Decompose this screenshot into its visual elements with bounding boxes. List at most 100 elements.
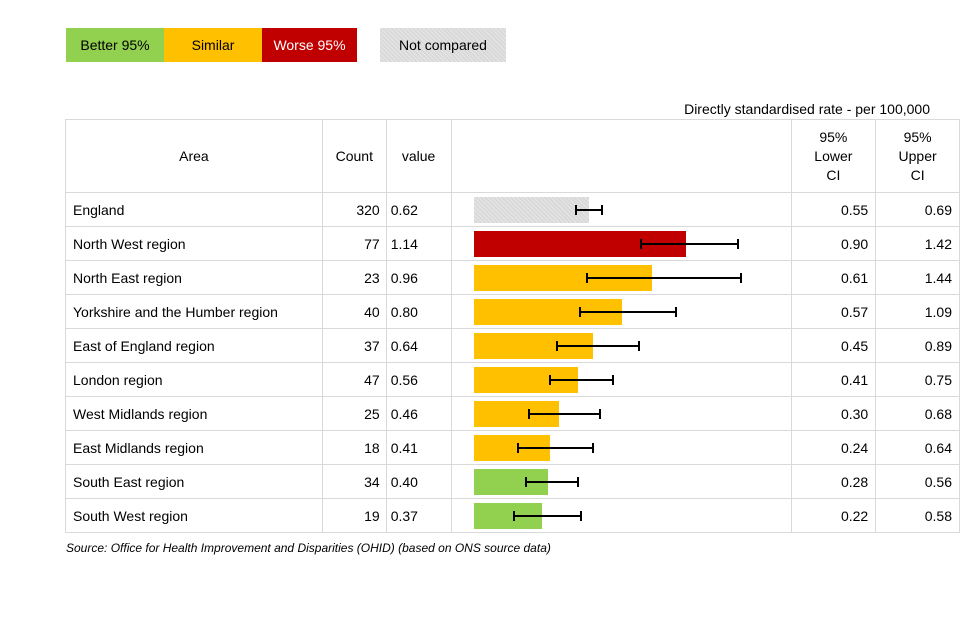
rate-value: 1.14 (385, 226, 452, 261)
rate-value: 0.41 (385, 430, 452, 465)
error-bar (525, 481, 578, 483)
rate-value: 0.64 (385, 328, 452, 363)
count-value: 47 (321, 362, 387, 397)
table-row: England 320 0.62 0.55 0.69 (65, 192, 960, 227)
error-cap-upper (736, 239, 739, 249)
upper-ci-value: 1.09 (875, 294, 960, 329)
rate-value: 0.56 (385, 362, 452, 397)
error-cap-lower (639, 239, 642, 249)
table-row: London region 47 0.56 0.41 0.75 (65, 362, 960, 397)
area-name: South East region (65, 464, 323, 499)
header-value: value (385, 119, 452, 193)
error-bar (575, 209, 602, 211)
error-cap-upper (598, 409, 601, 419)
error-bar (640, 243, 738, 245)
error-bar (557, 345, 640, 347)
area-name: England (65, 192, 323, 227)
bar-cell (450, 396, 792, 431)
lower-ci-value: 0.22 (790, 498, 877, 533)
bar-cell (450, 260, 792, 295)
error-cap-lower (524, 477, 527, 487)
upper-ci-value: 0.68 (875, 396, 960, 431)
lower-ci-value: 0.55 (790, 192, 877, 227)
upper-ci-value: 0.89 (875, 328, 960, 363)
header-count: Count (321, 119, 387, 193)
rate-label: Directly standardised rate - per 100,000 (684, 101, 930, 117)
header-upper-ci-line-3: CI (910, 166, 925, 183)
error-cap-upper (612, 375, 615, 385)
lower-ci-value: 0.61 (790, 260, 877, 295)
count-value: 37 (321, 328, 387, 363)
count-value: 320 (321, 192, 387, 227)
table-body: England 320 0.62 0.55 0.69 North West region 7… (65, 192, 960, 533)
rate-value: 0.46 (385, 396, 452, 431)
error-cap-upper (580, 511, 583, 521)
upper-ci-value: 0.58 (875, 498, 960, 533)
table-row: Yorkshire and the Humber region 40 0.80 0.5… (65, 294, 960, 329)
error-cap-lower (548, 375, 551, 385)
header-lower-ci: 95% Lower CI (790, 119, 877, 193)
bar-cell (450, 464, 792, 499)
error-bar (586, 277, 742, 279)
rate-value: 0.37 (385, 498, 452, 533)
header-row: Area Count value 95% Lower CI 95% Upper … (65, 119, 960, 193)
area-name: Yorkshire and the Humber region (65, 294, 323, 329)
lower-ci-value: 0.24 (790, 430, 877, 465)
error-cap-lower (513, 511, 516, 521)
area-name: London region (65, 362, 323, 397)
header-upper-ci-line-1: 95% (903, 128, 932, 145)
error-bar (518, 447, 593, 449)
table-row: West Midlands region 25 0.46 0.30 0.68 (65, 396, 960, 431)
lower-ci-value: 0.41 (790, 362, 877, 397)
error-cap-lower (574, 205, 577, 215)
table-row: South East region 34 0.40 0.28 0.56 (65, 464, 960, 499)
upper-ci-value: 0.64 (875, 430, 960, 465)
lower-ci-value: 0.30 (790, 396, 877, 431)
error-cap-lower (578, 307, 581, 317)
area-name: North East region (65, 260, 323, 295)
error-bar (579, 311, 677, 313)
table-row: South West region 19 0.37 0.22 0.58 (65, 498, 960, 533)
legend: Better 95% Similar Worse 95% Not compare… (66, 28, 506, 62)
legend-similar: Similar (164, 28, 262, 62)
upper-ci-value: 1.44 (875, 260, 960, 295)
legend-better: Better 95% (66, 28, 164, 62)
area-name: North West region (65, 226, 323, 261)
upper-ci-value: 0.75 (875, 362, 960, 397)
rate-value: 0.96 (385, 260, 452, 295)
error-cap-upper (591, 443, 594, 453)
data-table: Area Count value 95% Lower CI 95% Upper … (65, 119, 960, 533)
bar-cell (450, 294, 792, 329)
table-row: North West region 77 1.14 0.90 1.42 (65, 226, 960, 261)
table-row: East Midlands region 18 0.41 0.24 0.64 (65, 430, 960, 465)
source-note: Source: Office for Health Improvement an… (66, 541, 551, 555)
lower-ci-value: 0.90 (790, 226, 877, 261)
header-lower-ci-line-2: Lower (814, 147, 853, 164)
count-value: 40 (321, 294, 387, 329)
count-value: 34 (321, 464, 387, 499)
rate-value: 0.40 (385, 464, 452, 499)
area-name: South West region (65, 498, 323, 533)
rate-value: 0.62 (385, 192, 452, 227)
header-area: Area (65, 119, 323, 193)
bar-cell (450, 192, 792, 227)
bar-cell (450, 226, 792, 261)
header-upper-ci-line-2: Upper (898, 147, 937, 164)
error-bar (529, 413, 600, 415)
error-cap-upper (638, 341, 641, 351)
bar-cell (450, 362, 792, 397)
area-name: East of England region (65, 328, 323, 363)
rate-value: 0.80 (385, 294, 452, 329)
header-lower-ci-line-3: CI (826, 166, 841, 183)
area-name: West Midlands region (65, 396, 323, 431)
count-value: 23 (321, 260, 387, 295)
error-bar (549, 379, 613, 381)
error-cap-lower (556, 341, 559, 351)
bar-cell (450, 498, 792, 533)
error-cap-upper (740, 273, 743, 283)
error-cap-upper (600, 205, 603, 215)
error-cap-upper (576, 477, 579, 487)
header-bar (450, 119, 792, 193)
count-value: 19 (321, 498, 387, 533)
lower-ci-value: 0.57 (790, 294, 877, 329)
